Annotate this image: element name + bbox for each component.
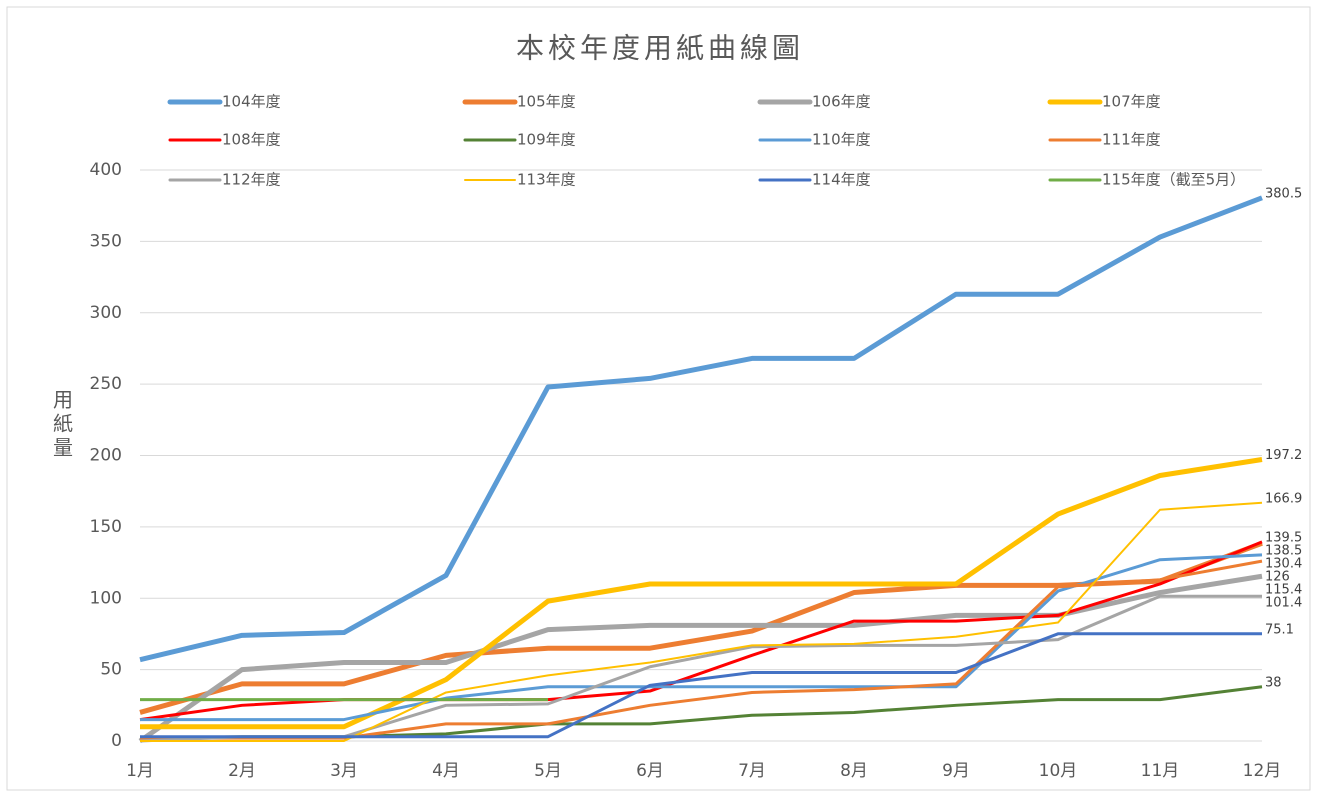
legend-label: 112年度	[222, 171, 281, 189]
x-tick-label: 3月	[330, 761, 358, 781]
legend-label: 106年度	[812, 93, 871, 111]
series-line	[140, 632, 1262, 739]
series-line	[140, 501, 1263, 742]
y-tick-label: 50	[100, 660, 122, 680]
data-label: 380.5	[1265, 186, 1302, 201]
legend-label: 107年度	[1102, 93, 1161, 111]
y-tick-label: 350	[90, 231, 122, 251]
x-tick-label: 10月	[1039, 761, 1078, 781]
legend-label: 114年度	[812, 171, 871, 189]
legend-label: 104年度	[222, 93, 281, 111]
x-tick-label: 6月	[636, 761, 664, 781]
x-tick-label: 7月	[738, 761, 766, 781]
y-tick-label: 0	[111, 731, 122, 751]
legend-label: 109年度	[517, 131, 576, 149]
data-label: 75.1	[1265, 622, 1294, 637]
legend-label: 115年度（截至5月）	[1102, 171, 1245, 189]
y-tick-label: 100	[90, 588, 122, 608]
y-axis-label: 用紙量	[50, 389, 74, 461]
x-tick-label: 5月	[534, 761, 562, 781]
series-line	[139, 195, 1263, 663]
x-tick-label: 8月	[840, 761, 868, 781]
chart-frame	[6, 6, 1311, 791]
data-label: 130.4	[1265, 556, 1302, 571]
x-tick-label: 1月	[126, 761, 154, 781]
x-tick-label: 2月	[228, 761, 256, 781]
data-label: 197.2	[1265, 448, 1302, 463]
series-line	[140, 457, 1263, 730]
y-tick-label: 200	[90, 446, 122, 466]
x-tick-label: 11月	[1141, 761, 1180, 781]
data-label: 101.4	[1265, 595, 1302, 610]
y-tick-label: 150	[90, 517, 122, 537]
x-tick-label: 9月	[942, 761, 970, 781]
y-tick-label: 300	[90, 303, 122, 323]
legend-label: 113年度	[517, 171, 576, 189]
x-tick-label: 12月	[1243, 761, 1282, 781]
y-tick-label: 250	[90, 374, 122, 394]
legend-label: 108年度	[222, 131, 281, 149]
data-label: 139.5	[1265, 530, 1302, 545]
y-tick-label: 400	[90, 160, 122, 180]
legend-label: 110年度	[812, 131, 871, 149]
data-label: 166.9	[1265, 491, 1302, 506]
x-tick-label: 4月	[432, 761, 460, 781]
legend-label: 111年度	[1102, 131, 1161, 149]
data-label: 138.5	[1265, 543, 1302, 558]
legend-label: 105年度	[517, 93, 576, 111]
data-label: 38	[1265, 675, 1282, 690]
data-label: 126	[1265, 569, 1290, 584]
data-label: 115.4	[1265, 582, 1302, 597]
chart-title: 本校年度用紙曲線圖	[516, 32, 804, 65]
